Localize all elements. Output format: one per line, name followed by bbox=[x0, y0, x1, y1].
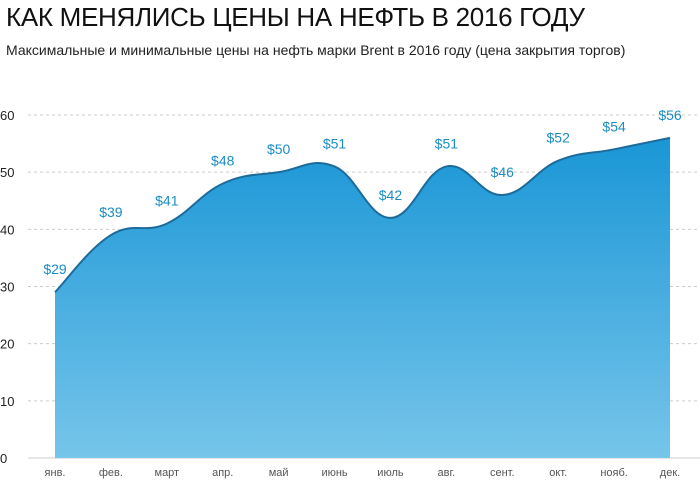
data-point bbox=[108, 232, 114, 238]
data-point bbox=[611, 146, 617, 152]
x-tick-label: апр. bbox=[212, 467, 233, 479]
y-tick-label: 60 bbox=[0, 108, 14, 123]
x-tick-label: март bbox=[155, 467, 180, 479]
data-label: $48 bbox=[211, 153, 235, 169]
data-label: $42 bbox=[379, 187, 403, 203]
data-label: $29 bbox=[43, 261, 67, 277]
x-tick-label: нояб. bbox=[600, 467, 628, 479]
y-tick-label: 10 bbox=[0, 394, 14, 409]
y-tick-label: 0 bbox=[0, 451, 7, 466]
data-point bbox=[443, 163, 449, 169]
data-label: $41 bbox=[155, 193, 179, 209]
x-tick-label: июль bbox=[377, 467, 404, 479]
data-label: $39 bbox=[99, 204, 123, 220]
y-tick-label: 20 bbox=[0, 337, 14, 352]
data-label: $52 bbox=[547, 130, 571, 146]
data-point bbox=[499, 192, 505, 198]
x-tick-label: май bbox=[269, 467, 289, 479]
x-tick-label: окт. bbox=[549, 467, 567, 479]
y-tick-label: 30 bbox=[0, 280, 14, 295]
x-tick-label: дек. bbox=[660, 467, 680, 479]
data-label: $51 bbox=[435, 135, 459, 151]
x-tick-label: фев. bbox=[99, 467, 123, 479]
data-point bbox=[220, 181, 226, 187]
data-point bbox=[52, 289, 58, 295]
data-point bbox=[332, 163, 338, 169]
x-tick-label: янв. bbox=[45, 467, 66, 479]
data-label: $56 bbox=[658, 107, 682, 123]
data-label: $54 bbox=[602, 118, 626, 134]
data-point bbox=[667, 135, 673, 141]
x-tick-label: авг. bbox=[438, 467, 456, 479]
data-point bbox=[276, 169, 282, 175]
x-tick-label: июнь bbox=[321, 467, 347, 479]
y-tick-label: 40 bbox=[0, 222, 14, 237]
chart-title: КАК МЕНЯЛИСЬ ЦЕНЫ НА НЕФТЬ В 2016 ГОДУ bbox=[6, 2, 585, 32]
y-tick-label: 50 bbox=[0, 165, 14, 180]
area-fill bbox=[55, 137, 670, 458]
series-line bbox=[54, 136, 671, 293]
data-point bbox=[164, 221, 170, 227]
data-point bbox=[555, 158, 561, 164]
chart-subtitle: Максимальные и минимальные цены на нефть… bbox=[6, 42, 626, 58]
x-tick-label: сент. bbox=[490, 467, 515, 479]
data-label: $50 bbox=[267, 141, 291, 157]
data-label: $51 bbox=[323, 135, 347, 151]
data-label: $46 bbox=[491, 164, 515, 180]
data-point bbox=[387, 215, 393, 221]
